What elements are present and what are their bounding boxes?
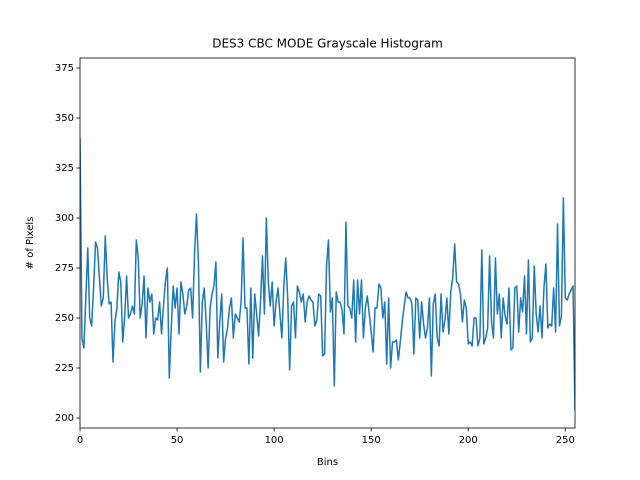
x-tick-label: 100 bbox=[265, 435, 284, 446]
x-axis-label: Bins bbox=[317, 457, 338, 468]
y-tick-label: 225 bbox=[55, 363, 74, 374]
y-tick-label: 325 bbox=[55, 163, 74, 174]
y-tick-label: 350 bbox=[55, 113, 74, 124]
plot-frame bbox=[79, 57, 576, 429]
x-tick-label: 0 bbox=[77, 435, 83, 446]
y-tick-label: 275 bbox=[55, 263, 74, 274]
x-tick-label: 250 bbox=[556, 435, 575, 446]
y-tick-label: 300 bbox=[55, 213, 74, 224]
x-tick-label: 150 bbox=[362, 435, 381, 446]
y-axis-label: # of Pixels bbox=[25, 217, 36, 270]
y-tick-label: 250 bbox=[55, 313, 74, 324]
y-tick-label: 200 bbox=[55, 413, 74, 424]
chart-title: DES3 CBC MODE Grayscale Histogram bbox=[212, 37, 443, 51]
x-tick-label: 200 bbox=[459, 435, 478, 446]
y-tick-label: 375 bbox=[55, 63, 74, 74]
data-line bbox=[80, 137, 575, 411]
x-tick-label: 50 bbox=[171, 435, 184, 446]
